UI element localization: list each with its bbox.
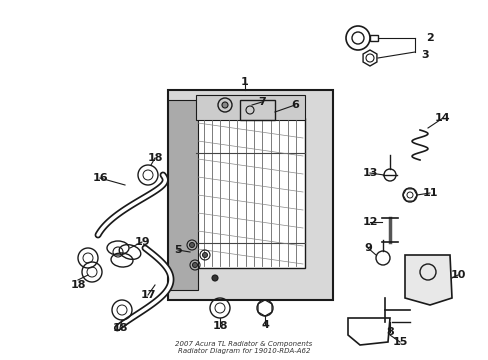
Text: 4: 4 [261, 320, 268, 330]
Text: 11: 11 [421, 188, 437, 198]
Text: 3: 3 [420, 50, 428, 60]
Circle shape [202, 252, 207, 257]
Circle shape [189, 243, 194, 248]
Text: 18: 18 [112, 323, 127, 333]
FancyBboxPatch shape [196, 118, 305, 268]
Text: 7: 7 [258, 97, 265, 107]
Text: 8: 8 [386, 327, 393, 337]
Text: 2: 2 [425, 33, 433, 43]
Text: 15: 15 [391, 337, 407, 347]
Text: 2007 Acura TL Radiator & Components
Radiator Diagram for 19010-RDA-A62: 2007 Acura TL Radiator & Components Radi… [175, 341, 312, 354]
Text: 9: 9 [364, 243, 371, 253]
Text: 18: 18 [70, 280, 85, 290]
Text: 16: 16 [92, 173, 107, 183]
Circle shape [222, 102, 227, 108]
Text: 19: 19 [134, 237, 149, 247]
Circle shape [212, 275, 218, 281]
Text: 18: 18 [212, 321, 227, 331]
Text: 17: 17 [140, 290, 156, 300]
FancyBboxPatch shape [196, 95, 305, 120]
Text: 10: 10 [449, 270, 465, 280]
Text: 13: 13 [362, 168, 377, 178]
Text: 6: 6 [290, 100, 298, 110]
Polygon shape [404, 255, 451, 305]
Text: 5: 5 [174, 245, 182, 255]
Circle shape [192, 262, 197, 267]
FancyBboxPatch shape [168, 90, 332, 300]
FancyBboxPatch shape [168, 100, 198, 290]
Text: 1: 1 [241, 77, 248, 87]
Text: 14: 14 [434, 113, 450, 123]
Text: 12: 12 [362, 217, 377, 227]
Text: 18: 18 [147, 153, 163, 163]
